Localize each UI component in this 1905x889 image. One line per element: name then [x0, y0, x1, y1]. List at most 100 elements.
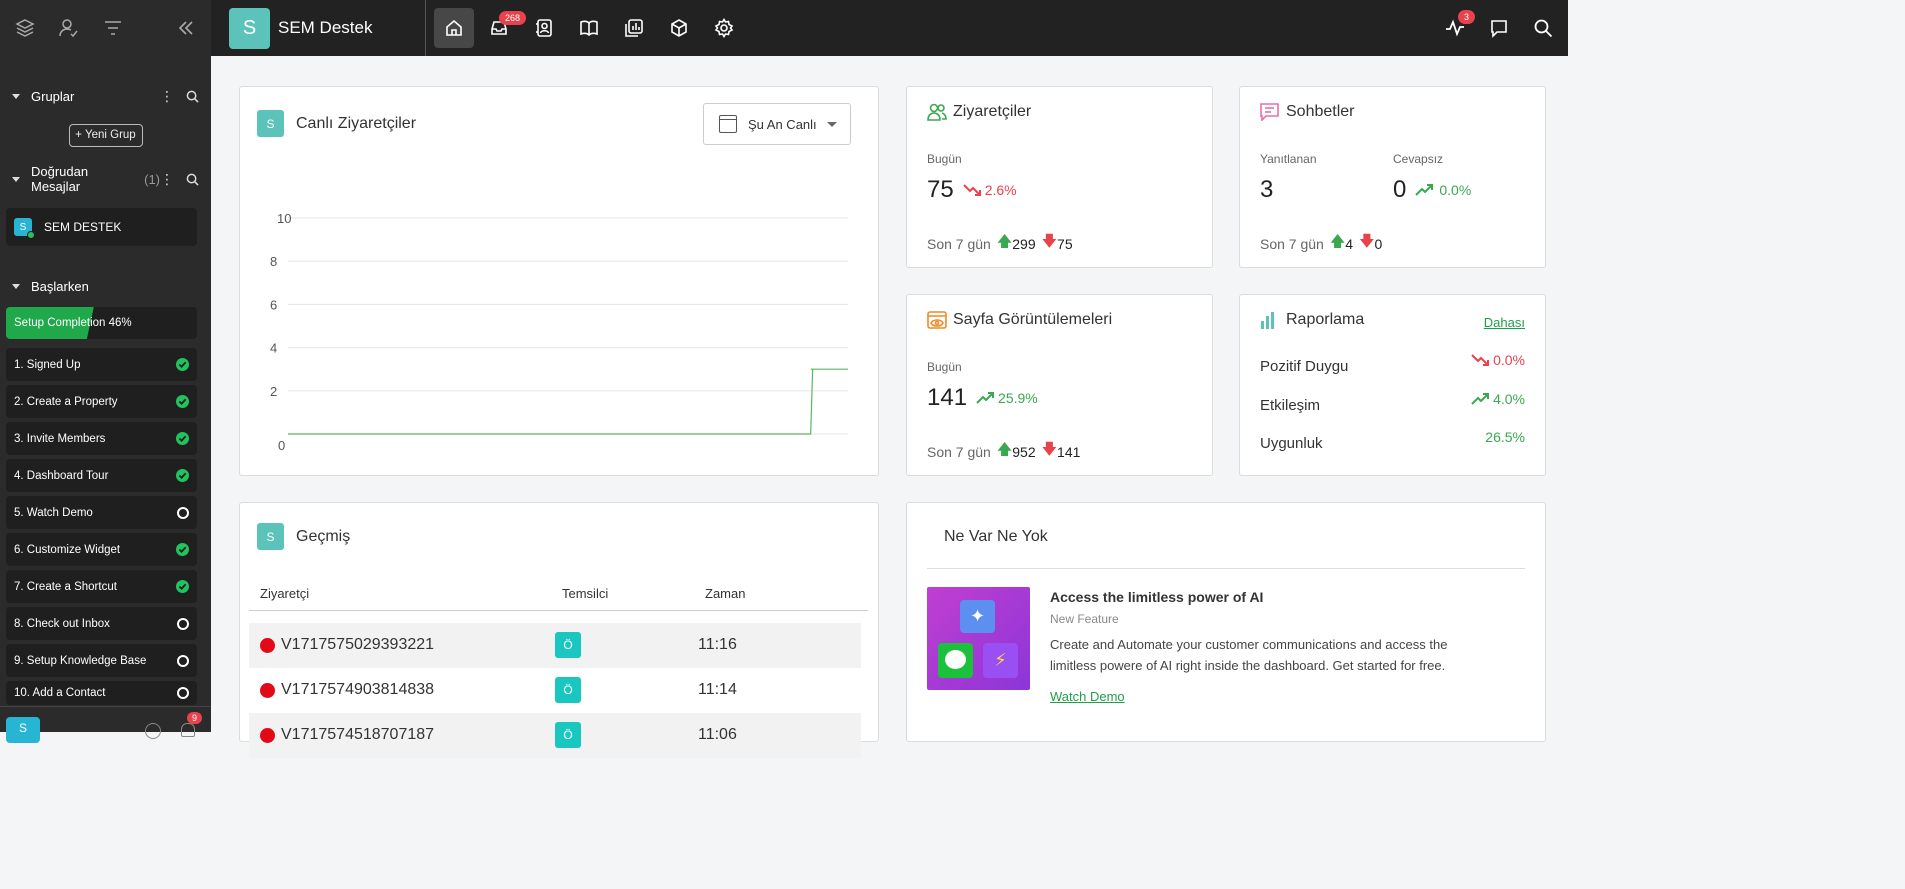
settings-nav[interactable]: [704, 8, 744, 48]
more-vertical-icon[interactable]: ⋮: [160, 171, 174, 187]
contacts-nav[interactable]: [524, 8, 564, 48]
setup-step[interactable]: 9. Setup Knowledge Base: [6, 644, 197, 677]
inbox-badge: 268: [499, 11, 527, 25]
pageviews-card: Sayfa Görüntülemeleri Bugün 141 25.9% So…: [906, 294, 1213, 476]
setup-step[interactable]: 3. Invite Members: [6, 422, 197, 455]
setup-step[interactable]: 10. Add a Contact: [6, 681, 197, 705]
time-range-value: Şu An Canlı: [748, 116, 817, 132]
user-check-icon[interactable]: [58, 17, 80, 39]
more-vertical-icon[interactable]: ⋮: [160, 88, 174, 104]
knowledge-base-nav[interactable]: [569, 8, 609, 48]
user-avatar[interactable]: S: [6, 717, 40, 743]
bell-icon[interactable]: [181, 723, 195, 737]
collapse-icon[interactable]: [175, 17, 197, 39]
last7-label: Son 7 gün: [1260, 235, 1324, 252]
users-icon: [927, 103, 947, 121]
setup-step-label: 2. Create a Property: [14, 395, 118, 408]
report-value-text: 0.0%: [1493, 352, 1525, 368]
agent-avatar: Ö: [555, 677, 581, 703]
news-item-title: Access the limitless power of AI: [1050, 589, 1264, 605]
activity-badge: 3: [1458, 10, 1476, 24]
reports-title-text: Raporlama: [1286, 311, 1365, 328]
last7-stat: Son 7 gün 🡅 952 🡇 141: [927, 439, 1080, 464]
arrow-up-icon: 🡅: [996, 233, 1013, 250]
today-label: Bugün: [927, 152, 962, 166]
table-row[interactable]: V1717574903814838 Ö 11:14: [249, 668, 861, 713]
setup-step[interactable]: 5. Watch Demo: [6, 496, 197, 529]
card-icon: S: [257, 523, 284, 550]
more-link[interactable]: Dahası: [1483, 315, 1525, 330]
empty-circle-icon: [177, 506, 189, 519]
search-icon[interactable]: [186, 90, 199, 103]
news-item-description: Create and Automate your customer commun…: [1050, 637, 1448, 673]
turkey-flag-icon: [260, 683, 275, 698]
contacts-icon: [536, 19, 552, 37]
chat-button[interactable]: [1488, 17, 1510, 39]
today-label: Bugün: [927, 360, 962, 374]
inbox-nav[interactable]: 268: [479, 8, 527, 48]
time-range-dropdown[interactable]: Şu An Canlı: [703, 103, 851, 145]
layers-icon[interactable]: [14, 17, 36, 39]
home-nav[interactable]: [434, 8, 474, 48]
last7-up: 4: [1345, 235, 1354, 252]
integrations-nav[interactable]: [659, 8, 699, 48]
getting-started-header[interactable]: Başlarken: [0, 272, 211, 300]
setup-step-label: 3. Invite Members: [14, 432, 106, 445]
dm-section-header[interactable]: Doğrudan Mesajlar (1) ⋮: [0, 164, 211, 194]
pageviews-title: Sayfa Görüntülemeleri: [927, 311, 1112, 329]
chats-title-text: Sohbetler: [1286, 103, 1355, 120]
trend-down-icon: [1471, 354, 1490, 366]
turkey-flag-icon: [260, 638, 275, 653]
chevron-down-icon: [826, 121, 837, 127]
last7-down: 0: [1374, 235, 1383, 252]
chat-time: 11:06: [698, 726, 737, 743]
setup-step[interactable]: 8. Check out Inbox: [6, 607, 197, 640]
activity-button[interactable]: 3: [1444, 10, 1476, 39]
reports-nav[interactable]: [614, 8, 654, 48]
search-icon[interactable]: [186, 173, 199, 186]
check-circle-icon: [176, 469, 189, 482]
y-tick-label: 8: [270, 254, 277, 269]
groups-label: Gruplar: [31, 88, 75, 104]
trend-up-icon: [976, 392, 995, 404]
activity-icon: [1446, 19, 1464, 37]
setup-progress-bar[interactable]: Setup Completion 46%: [6, 307, 197, 339]
dm-item-name: SEM DESTEK: [44, 220, 122, 234]
y-tick-label: 10: [277, 211, 291, 226]
ai-feature-image[interactable]: ✦ ⚡: [927, 587, 1030, 690]
setup-progress-fill: [6, 307, 94, 339]
new-group-button[interactable]: + Yeni Grup: [68, 124, 143, 147]
setup-progress-label: Setup Completion 46%: [14, 317, 132, 329]
setup-steps-list: 1. Signed Up 2. Create a Property 3. Invit…: [0, 348, 211, 705]
report-value: 26.5%: [1485, 429, 1525, 445]
setup-step[interactable]: 6. Customize Widget: [6, 533, 197, 566]
live-visitors-title-text: Canlı Ziyaretçiler: [296, 114, 417, 132]
caret-down-icon: [12, 283, 20, 289]
watch-demo-link[interactable]: Watch Demo: [1050, 689, 1125, 704]
history-table-header: Ziyaretçi Temsilci Zaman: [249, 573, 868, 611]
last7-stat: Son 7 gün 🡅 299 🡇 75: [927, 231, 1073, 256]
brand[interactable]: S SEM Destek: [211, 0, 426, 56]
dm-item[interactable]: S SEM DESTEK: [6, 208, 197, 246]
history-card: S Geçmiş Ziyaretçi Temsilci Zaman V17175…: [239, 502, 879, 758]
chat-icon: [1260, 103, 1279, 121]
caret-down-icon: [12, 93, 20, 99]
setup-step[interactable]: 1. Signed Up: [6, 348, 197, 381]
global-search-button[interactable]: [1532, 17, 1554, 39]
setup-step[interactable]: 2. Create a Property: [6, 385, 197, 418]
report-label: Etkileşim: [1260, 397, 1321, 414]
table-row[interactable]: V1717574518707187 Ö 11:06: [249, 713, 861, 758]
chat-app-icon: [938, 643, 973, 678]
unanswered-change: 0.0%: [1439, 182, 1472, 198]
today-stat: 141 25.9%: [927, 384, 1038, 412]
help-icon[interactable]: [145, 723, 161, 739]
filter-lines-icon[interactable]: [102, 17, 124, 39]
setup-step[interactable]: 4. Dashboard Tour: [6, 459, 197, 492]
eye-window-icon: [927, 311, 947, 329]
report-value: 4.0%: [1471, 391, 1525, 407]
setup-step[interactable]: 7. Create a Shortcut: [6, 570, 197, 603]
table-row[interactable]: V1717575029393221 Ö 11:16: [249, 623, 861, 668]
arrow-down-icon: 🡇: [1041, 441, 1058, 458]
avatar: S: [14, 218, 35, 239]
groups-section-header[interactable]: Gruplar ⋮: [0, 82, 211, 110]
